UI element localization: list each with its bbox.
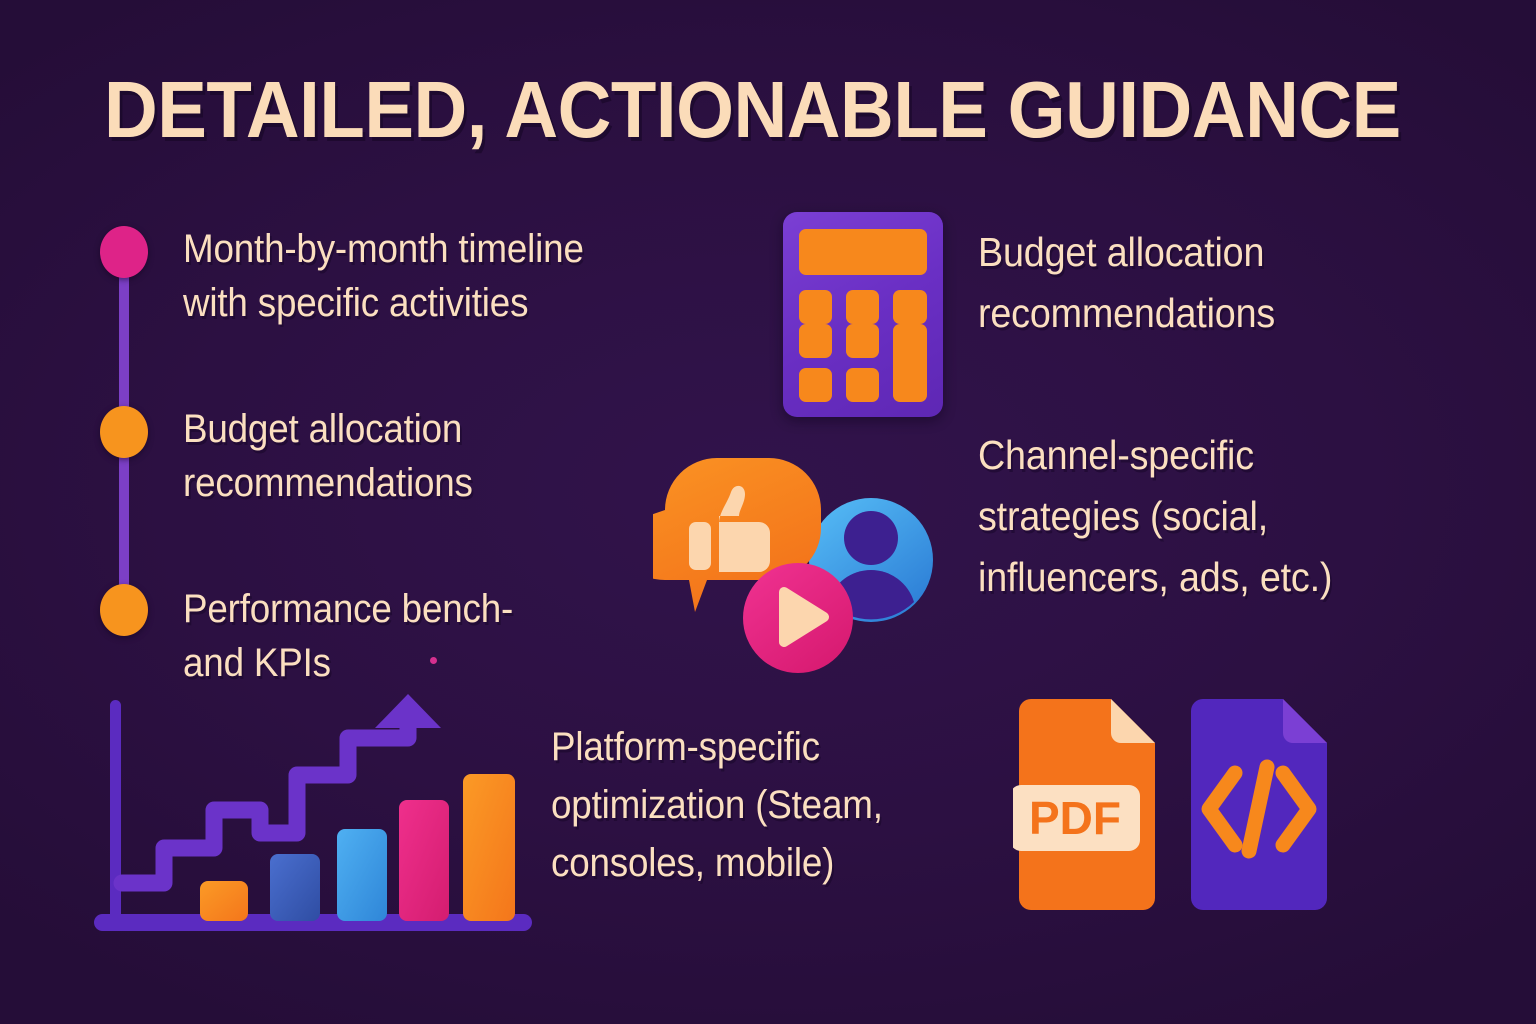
calculator-key-tall	[893, 324, 927, 402]
channel-line: strategies (social,	[978, 493, 1269, 539]
chart-bar	[337, 829, 387, 921]
chart-bar	[270, 854, 320, 921]
timeline-item-label-2: Budget allocation recommendations	[183, 402, 473, 510]
budget-line: Budget allocation	[978, 229, 1265, 275]
timeline-item-line: Budget allocation	[183, 407, 463, 451]
pdf-label: PDF	[1029, 792, 1121, 844]
timeline-item-line: recommendations	[183, 461, 473, 505]
timeline-item-label-1: Month-by-month timeline with specific ac…	[183, 222, 584, 330]
social-media-icon-cluster	[613, 450, 953, 675]
timeline-item-line: with specific activities	[183, 281, 529, 325]
growth-chart-svg	[94, 694, 532, 931]
calculator-key	[846, 368, 879, 402]
timeline-item-line: Month-by-month timeline	[183, 227, 584, 271]
growth-bar-chart-icon	[92, 690, 542, 940]
channel-line: Channel-specific	[978, 432, 1254, 478]
channel-line: influencers, ads, etc.)	[978, 554, 1333, 600]
play-button-icon	[743, 563, 853, 673]
timeline-bullet-list: Month-by-month timeline with specific ac…	[0, 0, 760, 700]
channel-strategies-label: Channel-specific strategies (social, inf…	[978, 425, 1410, 608]
social-cluster-svg	[613, 458, 933, 673]
chart-trend-arrow	[113, 694, 441, 892]
calculator-key	[893, 290, 927, 324]
calculator-icon	[783, 212, 943, 417]
file-icons-svg: PDF	[1010, 699, 1327, 910]
pdf-file-icon[interactable]: PDF	[1010, 699, 1155, 910]
chart-bar	[399, 800, 449, 921]
calculator-key	[799, 368, 832, 402]
chart-bar	[463, 774, 515, 921]
budget-allocation-label: Budget allocation recommendations	[978, 222, 1383, 344]
page-title: DETAILED, ACTIONABLE GUIDANCE	[104, 65, 1401, 154]
timeline-connector-line-2	[119, 436, 129, 611]
calculator-display	[799, 229, 927, 275]
platform-optimization-label: Platform-specific optimization (Steam, c…	[551, 718, 956, 892]
file-icons-group: PDF	[1010, 697, 1353, 912]
timeline-bullet-dot-1[interactable]	[100, 226, 148, 278]
calculator-key	[846, 290, 879, 324]
budget-line: recommendations	[978, 290, 1276, 336]
timeline-item-line: Performance bench-	[183, 587, 514, 631]
code-file-icon[interactable]	[1191, 699, 1327, 910]
platform-line: optimization (Steam,	[551, 783, 883, 827]
timeline-item-label-3: Performance bench- and KPIs	[183, 582, 513, 690]
timeline-bullet-dot-2[interactable]	[100, 406, 148, 458]
calculator-key	[799, 290, 832, 324]
calculator-key	[846, 324, 879, 358]
chart-y-axis	[110, 700, 121, 925]
calculator-key	[799, 324, 832, 358]
timeline-item-line: and KPIs	[183, 641, 331, 685]
platform-line: Platform-specific	[551, 725, 820, 769]
timeline-bullet-dot-3[interactable]	[100, 584, 148, 636]
timeline-connector-line-1	[119, 258, 129, 434]
decorative-dot	[430, 657, 437, 664]
chart-bar	[200, 881, 248, 921]
platform-line: consoles, mobile)	[551, 841, 835, 885]
